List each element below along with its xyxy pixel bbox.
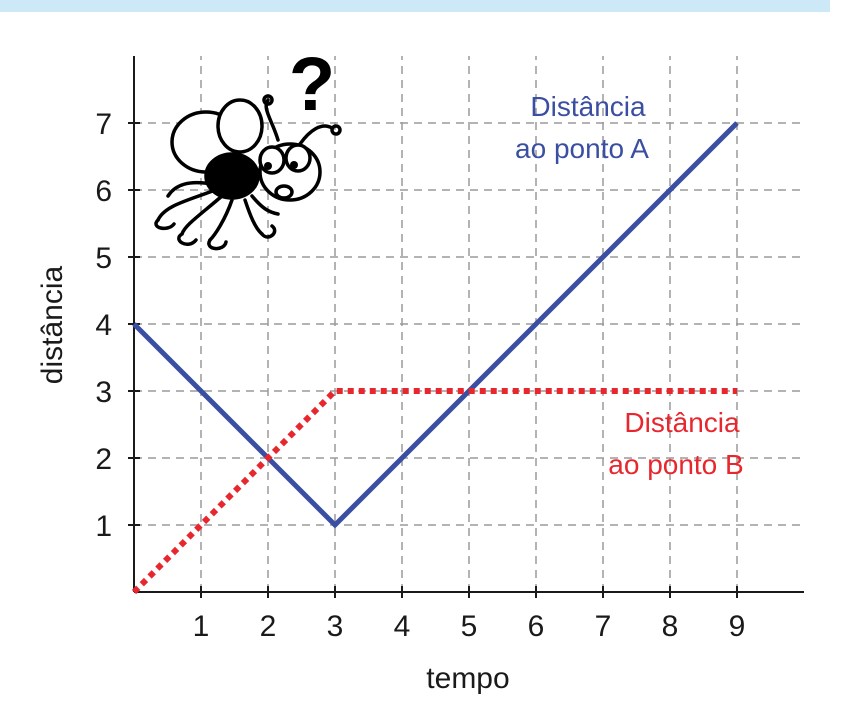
series-a-label-line1: Distância xyxy=(530,91,646,122)
question-mark: ? xyxy=(289,42,335,127)
y-tick-label-7: 7 xyxy=(95,108,112,141)
x-tick-label-7: 7 xyxy=(595,610,612,643)
top-band xyxy=(0,0,830,12)
series-a-label-line2: ao ponto A xyxy=(515,133,649,164)
x-tick-label-2: 2 xyxy=(260,610,277,643)
series-line-b xyxy=(131,388,737,595)
x-tick-label-1: 1 xyxy=(193,610,210,643)
x-axis-title: tempo xyxy=(426,662,509,695)
series-b-label-line2: ao ponto B xyxy=(608,449,743,480)
y-axis-title: distância xyxy=(36,265,69,384)
y-tick-label-4: 4 xyxy=(95,309,112,342)
x-tick-label-5: 5 xyxy=(461,610,478,643)
y-tick-label-1: 1 xyxy=(95,510,112,543)
y-tick-label-2: 2 xyxy=(95,443,112,476)
tick-labels: 1 2 3 4 5 6 7 8 9 1 2 3 4 5 6 7 xyxy=(95,108,745,643)
x-tick-label-3: 3 xyxy=(327,610,344,643)
series-line-a xyxy=(132,121,739,529)
x-tick-label-4: 4 xyxy=(394,610,411,643)
y-tick-label-6: 6 xyxy=(95,175,112,208)
x-tick-label-9: 9 xyxy=(729,610,746,643)
x-tick-label-8: 8 xyxy=(662,610,679,643)
series-lines xyxy=(131,121,739,595)
y-tick-label-3: 3 xyxy=(95,376,112,409)
y-tick-label-5: 5 xyxy=(95,242,112,275)
series-b-label-line1: Distância xyxy=(624,407,740,438)
confused-ant-icon: ? xyxy=(154,42,342,251)
x-tick-label-6: 6 xyxy=(528,610,545,643)
